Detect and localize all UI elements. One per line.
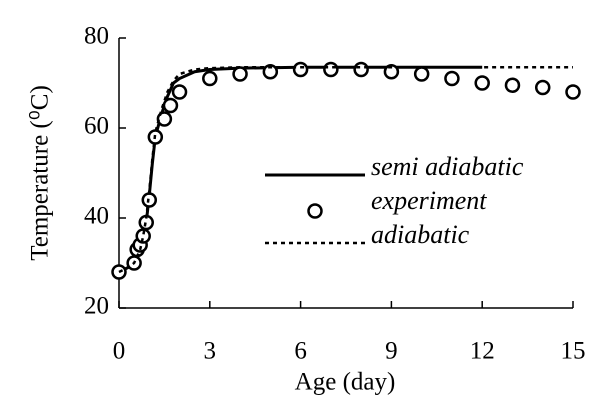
data-point <box>262 64 279 80</box>
x-tick-label: 3 <box>204 338 217 365</box>
x-tick-label: 9 <box>385 338 398 365</box>
x-tick-label: 15 <box>561 338 586 365</box>
legend-label: experiment <box>371 186 487 215</box>
x-axis-label: Age (day) <box>295 369 396 396</box>
x-tick-label: 6 <box>294 338 307 365</box>
legend-label: semi adiabatic <box>371 152 524 181</box>
data-point <box>232 66 248 82</box>
legend-marker <box>307 203 323 219</box>
data-point <box>323 61 339 78</box>
data-point <box>444 70 460 87</box>
data-point <box>171 84 188 100</box>
x-tick-label: 0 <box>113 338 126 365</box>
y-axis-label: Temperature (⁰C) <box>27 85 54 261</box>
data-point <box>162 97 179 114</box>
y-tick-label: 80 <box>84 23 109 50</box>
x-tick-label: 12 <box>470 338 495 365</box>
data-point <box>504 77 521 93</box>
data-point <box>156 111 173 127</box>
data-point <box>353 61 369 78</box>
data-point <box>565 84 581 100</box>
legend-label: adiabatic <box>371 220 470 249</box>
series-line <box>118 66 573 274</box>
y-tick-label: 40 <box>84 203 109 230</box>
data-point <box>474 75 490 91</box>
data-point <box>413 66 430 82</box>
y-tick-label: 60 <box>84 113 109 140</box>
data-point <box>534 79 551 96</box>
y-tick-label: 20 <box>84 293 109 320</box>
data-point <box>202 70 218 87</box>
data-point <box>292 61 309 78</box>
